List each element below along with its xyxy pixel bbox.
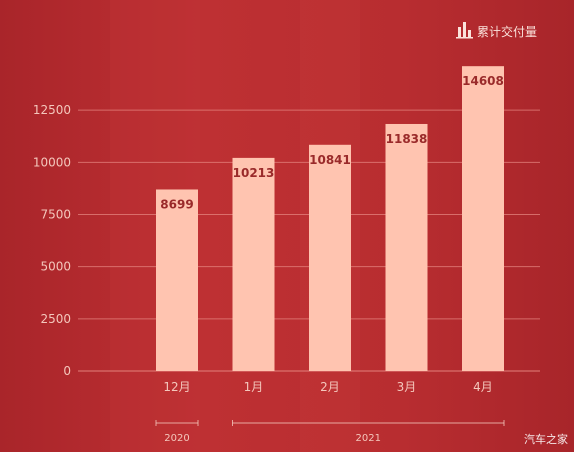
y-tick-label: 5000 [40,260,71,274]
x-tick-label: 1月 [244,380,264,394]
x-tick-label: 2月 [320,380,340,394]
bar-data-label: 11838 [386,132,428,146]
y-tick-label: 12500 [33,103,71,117]
y-tick-label: 2500 [40,312,71,326]
year-group-label: 2020 [164,433,189,444]
bar-data-label: 14608 [462,74,504,88]
legend: 累计交付量 [456,22,537,39]
bar-data-label: 10841 [309,153,351,167]
y-tick-label: 10000 [33,155,71,169]
x-tick-label: 3月 [397,380,417,394]
watermark: 汽车之家 [524,432,568,446]
bar [385,123,428,371]
bar-data-label: 8699 [160,197,193,211]
bar [156,189,198,371]
bar-chart-icon [456,22,473,39]
bar [232,157,275,371]
y-tick-label: 7500 [40,208,71,222]
bar [309,144,351,371]
bar [462,66,504,371]
legend-label: 累计交付量 [477,24,537,39]
bar-data-label: 10213 [233,166,275,180]
y-tick-label: 0 [63,364,71,378]
x-tick-label: 4月 [473,380,493,394]
year-group-label: 2021 [356,433,381,444]
x-tick-label: 12月 [163,380,190,394]
